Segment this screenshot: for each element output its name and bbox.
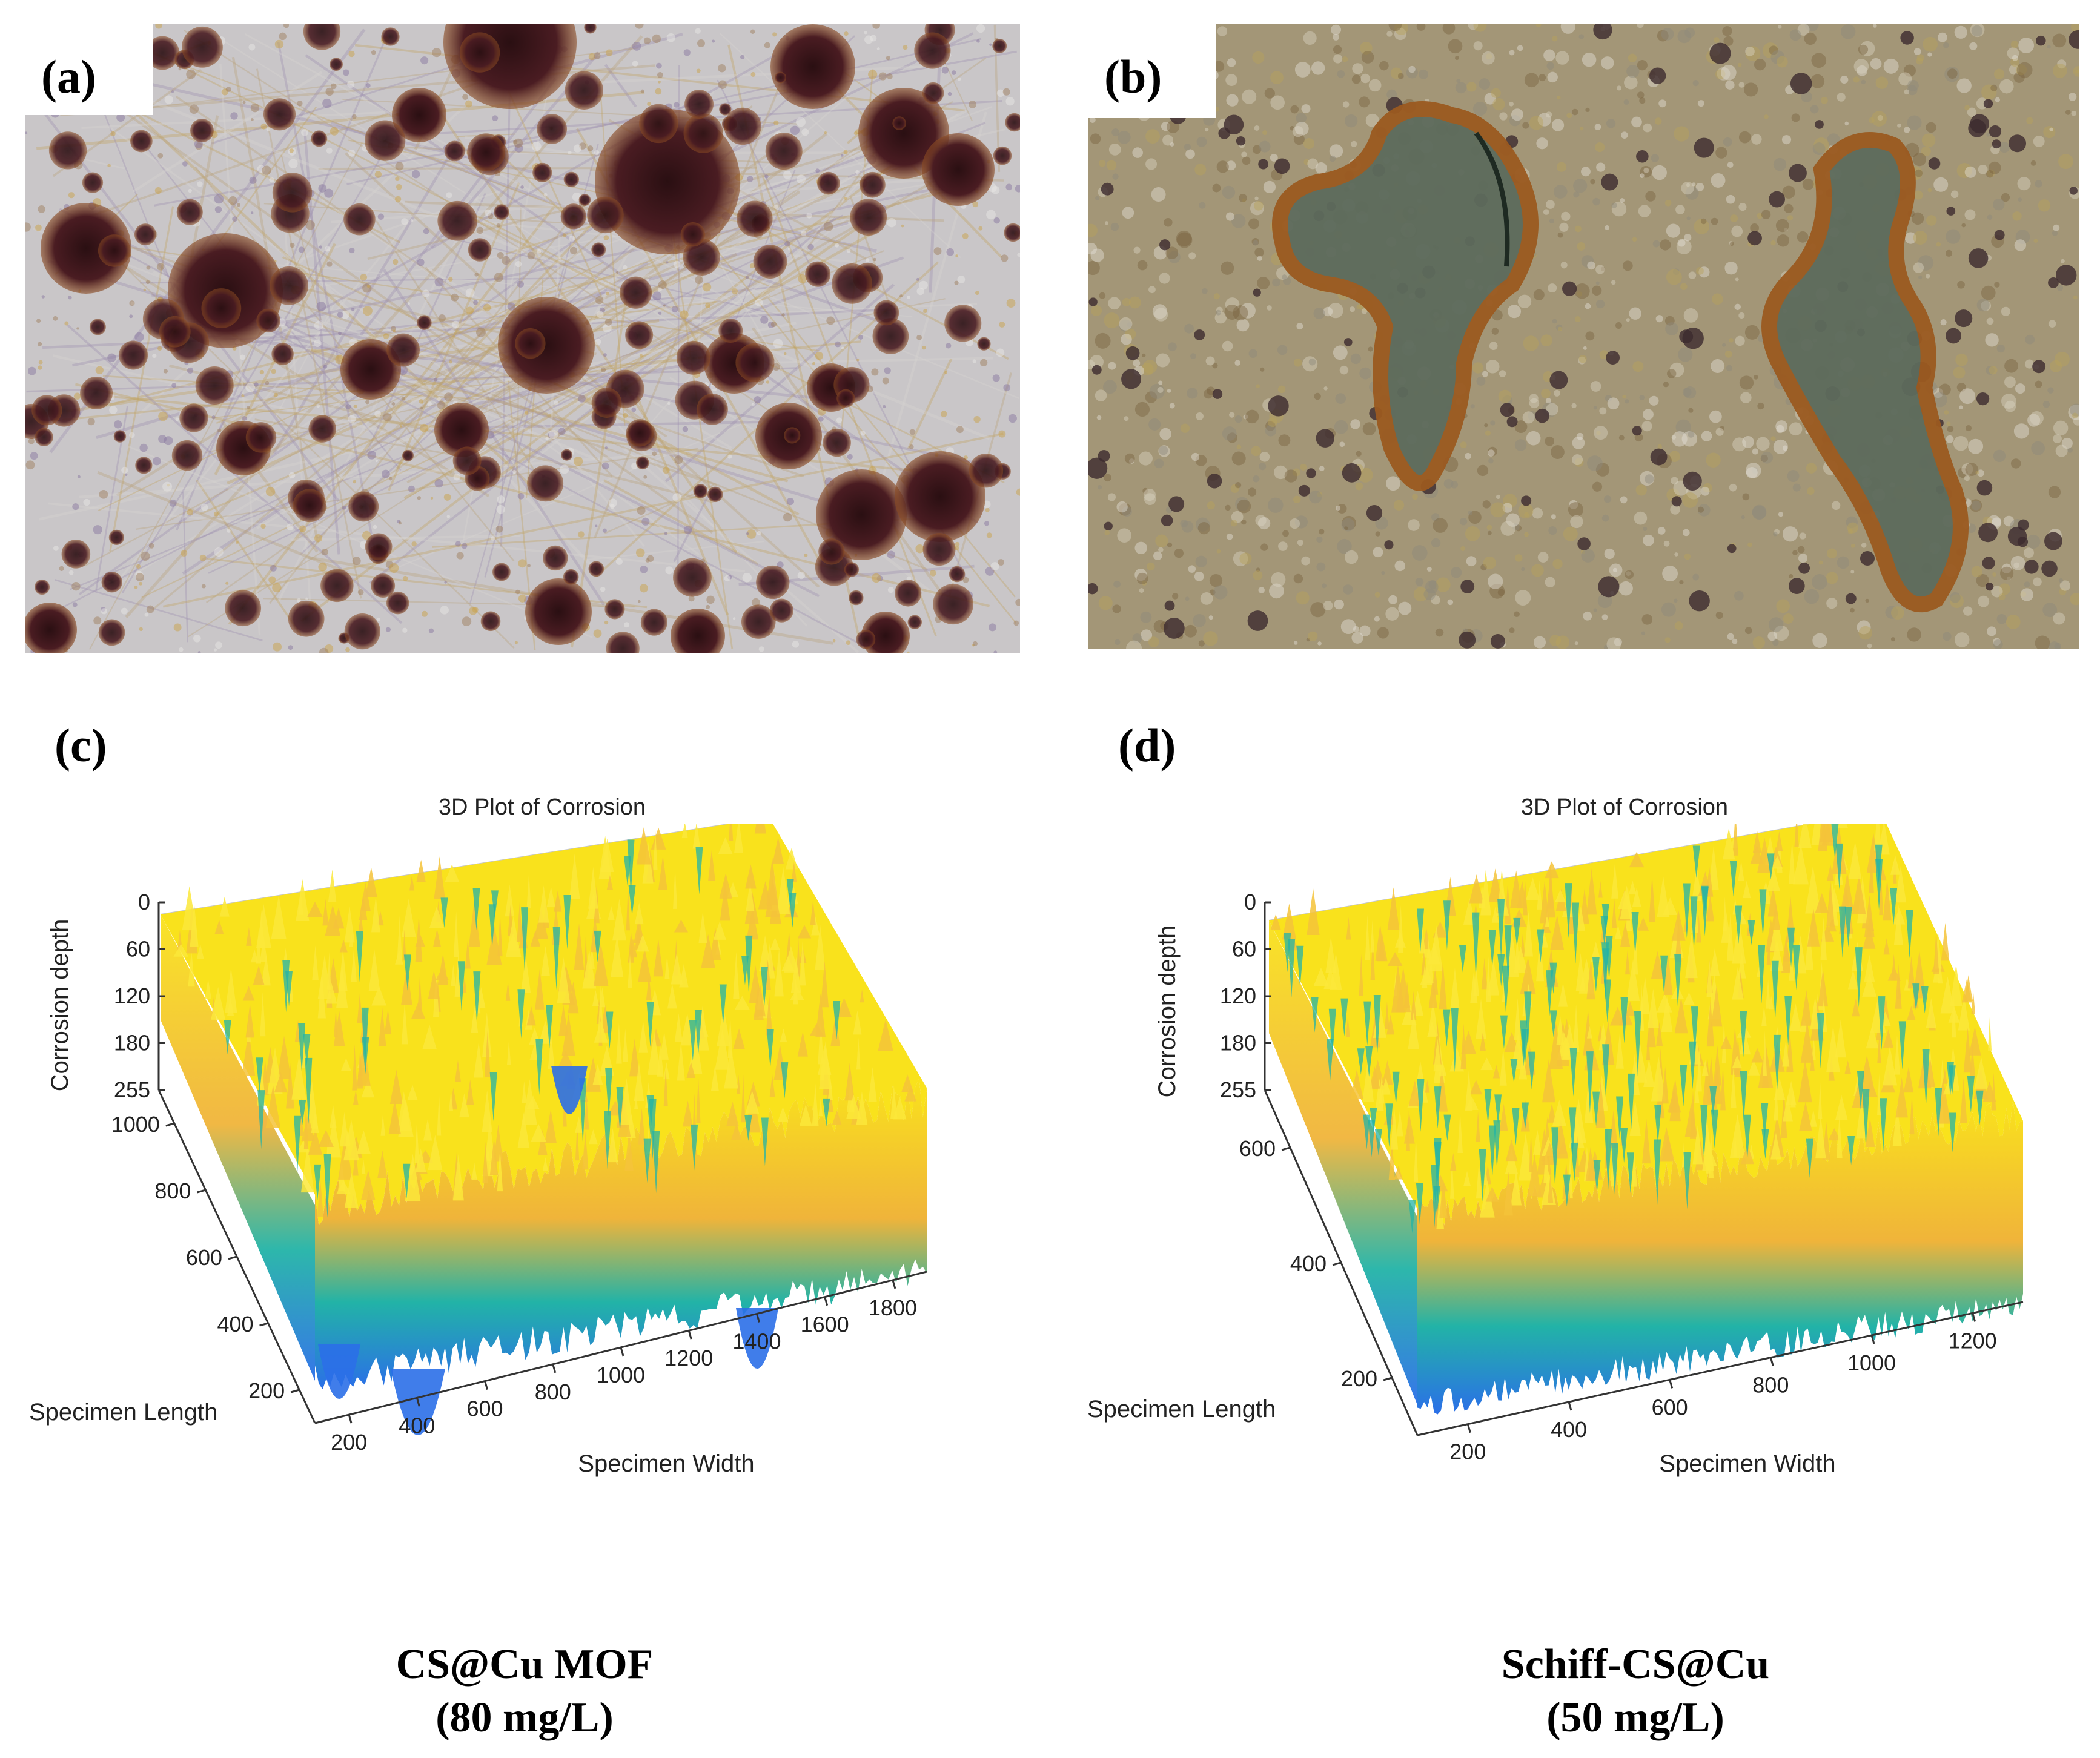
caption-right-line2: (50 mg/L) [1546,1694,1724,1741]
x-tick-label: 600 [1652,1395,1688,1419]
caption-left-line2: (80 mg/L) [436,1694,614,1741]
y-tick-label: 200 [248,1378,285,1403]
caption-left: CS@Cu MOF (80 mg/L) [396,1638,654,1744]
y-tick-label: 200 [1341,1366,1377,1391]
micrograph-a-image [25,24,1020,653]
plot-title-d: 3D Plot of Corrosion [1520,795,1729,820]
z-tick-label: 180 [114,1031,150,1056]
y-tick-label: 800 [154,1178,191,1203]
x-tick-label: 1200 [1949,1328,1997,1353]
z-tick-label: 120 [1220,983,1256,1008]
z-tick-label: 0 [138,890,150,914]
panel-label-b: (b) [1088,24,1216,118]
x-tick-label: 1000 [597,1363,645,1387]
y-axis-label: Specimen Length [1087,1396,1276,1423]
z-tick-label: 60 [1232,937,1256,962]
z-tick-label: 120 [114,983,150,1008]
x-tick-label: 1000 [1847,1350,1896,1375]
x-tick-label: 200 [331,1430,367,1455]
plot-title-c: 3D Plot of Corrosion [438,795,646,820]
x-tick-label: 800 [535,1380,571,1404]
panel-label-a: (a) [25,24,153,115]
y-tick-label: 600 [1239,1136,1276,1161]
z-axis-label: Corrosion depth [1154,925,1181,1098]
x-tick-label: 1600 [801,1312,849,1337]
x-tick-label: 1800 [869,1295,917,1320]
x-tick-label: 800 [1752,1373,1789,1398]
z-tick-label: 255 [114,1077,150,1102]
c-surface-front [315,1078,927,1390]
x-tick-label: 1200 [664,1346,713,1370]
micrograph-b-image [1088,24,2079,649]
z-tick-label: 255 [1220,1077,1256,1102]
y-tick-label: 1000 [111,1112,160,1137]
x-tick-label: 400 [1551,1417,1587,1442]
z-tick-label: 60 [126,937,150,962]
x-tick-label: 1400 [732,1329,781,1353]
caption-right-line1: Schiff-CS@Cu [1501,1641,1770,1688]
micrograph-a [25,24,1020,653]
micrograph-b [1088,24,2079,649]
y-tick-label: 600 [186,1245,222,1270]
caption-left-line1: CS@Cu MOF [396,1641,654,1688]
y-tick-label: 400 [1290,1251,1327,1276]
x-tick-label: 200 [1449,1439,1486,1464]
x-tick-label: 600 [467,1396,503,1421]
panel-label-d: (d) [1106,715,1188,776]
surface-plot-d: 0 60 120 180 255 200 400 600 200 400 600 800 1000 120… [1087,824,2024,1477]
x-tick-label: 400 [399,1413,435,1438]
z-tick-label: 180 [1220,1031,1256,1056]
panel-label-c: (c) [42,715,119,776]
z-axis-label: Corrosion depth [47,919,73,1092]
z-tick-label: 0 [1244,890,1256,914]
y-axis-label: Specimen Length [29,1399,217,1426]
caption-right: Schiff-CS@Cu (50 mg/L) [1502,1638,1769,1744]
x-axis-label: Specimen Width [578,1450,754,1477]
surface-plot-c: 0 60 120 180 255 200 400 600 800 1000 200 400 600 800… [29,824,927,1477]
x-axis-label: Specimen Width [1659,1450,1835,1477]
y-tick-label: 400 [217,1312,254,1337]
